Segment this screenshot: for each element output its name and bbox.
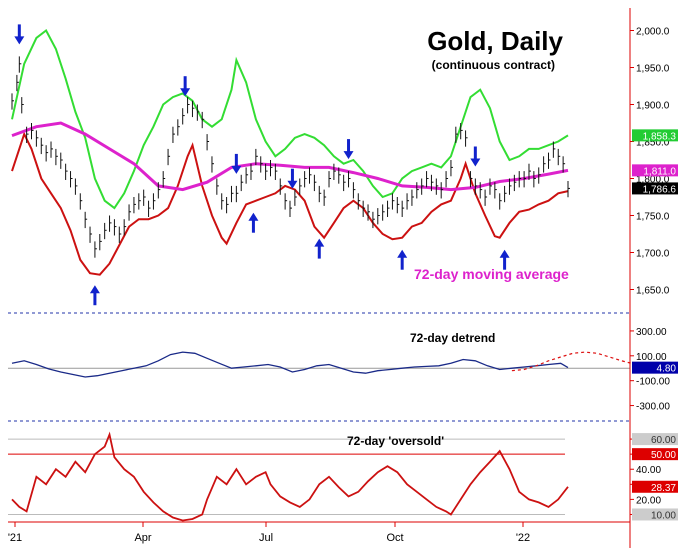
detrend-panel: 300.00 100.00 -100.00 -300.00 4.80 72-day d… (8, 327, 678, 413)
price-value-tag-text: 1,858.3 (643, 131, 677, 142)
price-y-tick-label: 1,800.0 (636, 175, 670, 186)
chart-title: Gold, Daily (427, 26, 563, 56)
down-arrow-head (180, 88, 191, 97)
oversold-value-tag-bg (632, 480, 678, 493)
oversold-value-tag-text: 60.00 (651, 435, 676, 446)
x-axis: '21 Apr Jul Oct '22 (8, 521, 630, 544)
chart-subtitle: (continuous contract) (432, 58, 555, 72)
detrend-y-tick-label: 300.00 (636, 327, 667, 338)
oversold-value-tag-bg (632, 448, 678, 461)
detrend-value-tag: 4.80 (632, 361, 678, 375)
detrend-line (11, 351, 569, 378)
oversold-value-tag-bg (632, 508, 678, 521)
cycle-arrows (14, 24, 510, 306)
oversold-value-tag-bg (632, 433, 678, 446)
up-arrow-head (314, 238, 325, 247)
detrend-value-tags: 4.80 (632, 361, 678, 375)
price-y-tick-label: 2,000.0 (636, 27, 670, 38)
down-arrow-head (14, 36, 25, 45)
oversold-value-tags: 60.00 50.00 28.37 10.00 (632, 433, 678, 521)
oversold-value-tag: 50.00 (632, 448, 678, 461)
oversold-value-tag-text: 50.00 (651, 450, 676, 461)
price-value-tag: 1,811.0 (632, 164, 678, 177)
down-arrow-head (470, 158, 481, 167)
oversold-y-tick-label: 40.00 (636, 465, 661, 476)
price-y-tick-label: 1,950.0 (636, 64, 670, 75)
price-value-tag-text: 1,811.0 (643, 166, 676, 177)
oversold-line (11, 431, 569, 522)
moving-average-group (11, 121, 569, 192)
x-tick-label: Jul (259, 532, 273, 544)
oversold-label: 72-day 'oversold' (347, 434, 444, 448)
price-value-tag-bg (632, 182, 678, 195)
down-arrow-head (343, 151, 354, 160)
lower-band-group (11, 131, 569, 276)
price-value-tag-bg (632, 164, 678, 177)
up-arrow-head (89, 285, 100, 294)
price-value-tag-bg (632, 129, 678, 142)
price-y-tick-label: 1,900.0 (636, 101, 670, 112)
oversold-value-tag-text: 28.37 (651, 483, 676, 494)
detrend-lines (8, 351, 632, 378)
lower-band-line (11, 131, 569, 276)
price-value-tags: 1,858.3 1,811.0 1,786.6 (632, 129, 678, 195)
up-arrow-head (397, 249, 408, 258)
price-y-tick-label: 1,750.0 (636, 212, 670, 223)
down-arrow-head (287, 180, 298, 189)
upper-band-group (11, 28, 569, 210)
moving-average-line (11, 121, 569, 192)
price-y-axis: 2,000.0 1,950.0 1,900.0 1,850.0 1,800.0 1,750… (630, 27, 670, 297)
detrend-label: 72-day detrend (410, 331, 495, 345)
detrend-projection-line (511, 351, 632, 372)
price-y-tick-label: 1,850.0 (636, 138, 670, 149)
up-arrow-head (499, 249, 510, 258)
detrend-y-tick-label: 100.00 (636, 352, 667, 363)
oversold-value-tag: 10.00 (632, 508, 678, 521)
detrend-y-tick-label: -100.00 (636, 377, 670, 388)
detrend-value-tag-bg (632, 361, 678, 374)
price-value-tag: 1,858.3 (632, 129, 678, 142)
detrend-y-axis: 300.00 100.00 -100.00 -300.00 (630, 327, 670, 413)
upper-band-line (11, 28, 569, 210)
x-tick-label: Oct (386, 532, 403, 544)
price-y-tick-label: 1,700.0 (636, 249, 670, 260)
oversold-value-tag: 60.00 (632, 433, 678, 446)
oversold-value-tag: 28.37 (632, 480, 678, 494)
oversold-value-tag-text: 10.00 (651, 510, 676, 521)
price-y-tick-label: 1,650.0 (636, 286, 670, 297)
detrend-value-tag-text: 4.80 (657, 364, 677, 375)
ma-annotation: 72-day moving average (414, 266, 569, 282)
oversold-lines (8, 431, 569, 522)
oversold-y-tick-label: 20.00 (636, 495, 661, 506)
x-tick-label: '21 (8, 532, 22, 544)
up-arrow-head (248, 212, 259, 221)
price-value-tag-text: 1,786.6 (643, 184, 677, 195)
price-value-tag: 1,786.6 (632, 182, 678, 195)
down-arrow-head (231, 165, 242, 174)
x-tick-label: Apr (134, 532, 151, 544)
price-group (11, 56, 570, 258)
price-panel: 2,000.0 1,950.0 1,900.0 1,850.0 1,800.0 1,750… (7, 9, 678, 311)
x-tick-label: '22 (516, 532, 530, 544)
detrend-y-tick-label: -300.00 (636, 402, 670, 413)
